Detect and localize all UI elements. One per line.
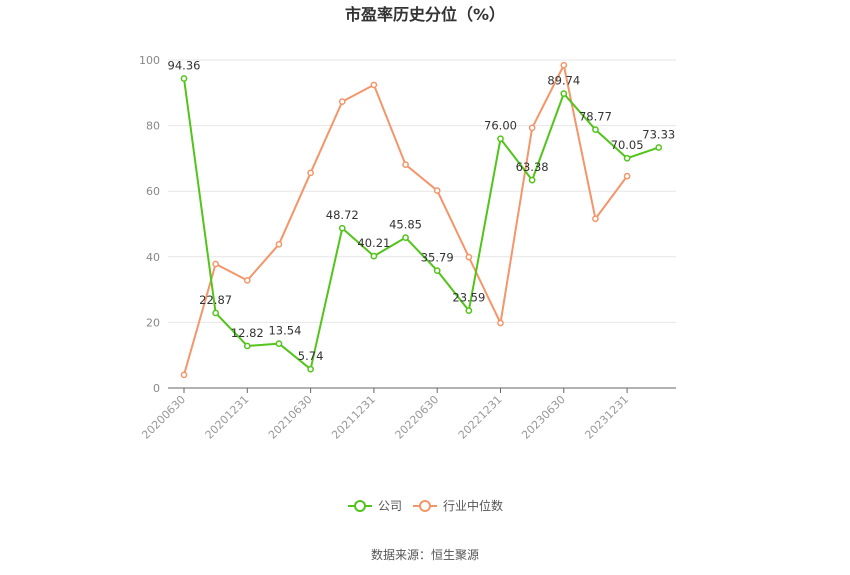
company-point	[560, 90, 568, 98]
company-point	[212, 309, 219, 317]
x-tick-label: 20230630	[519, 393, 568, 442]
company-point	[655, 144, 663, 151]
x-tick-label: 20211231	[329, 393, 378, 442]
company-point	[307, 365, 314, 373]
data-label: 40.21	[357, 236, 390, 250]
company-point	[370, 252, 378, 260]
legend-label: 行业中位数	[443, 498, 503, 513]
industry-point	[433, 187, 441, 194]
company-point	[465, 307, 473, 314]
labels-layer: 94.36 22.87 12.82 13.54 5.74 48.72 40.21 45.85 3…	[168, 58, 676, 363]
data-label: 23.59	[452, 291, 485, 305]
industry-point	[180, 371, 188, 379]
company-point	[243, 342, 251, 350]
data-label: 35.79	[421, 251, 454, 265]
company-point	[592, 126, 599, 133]
chart-title: 市盈率历史分位（%）	[345, 5, 505, 24]
industry-point	[560, 61, 568, 69]
y-tick-label: 0	[153, 382, 160, 395]
industry-point	[623, 172, 631, 180]
y-tick-label: 20	[146, 316, 160, 329]
data-label: 94.36	[168, 58, 201, 72]
industry-point	[370, 81, 378, 89]
company-point	[623, 154, 631, 162]
data-label: 48.72	[326, 208, 359, 222]
x-tick-label: 20231231	[582, 393, 631, 442]
data-label: 12.82	[231, 326, 264, 340]
x-tick-label: 20210630	[266, 393, 315, 442]
company-point	[433, 267, 441, 274]
legend-item-industry-median[interactable]: 行业中位数	[413, 498, 503, 513]
legend-swatch-marker	[419, 500, 431, 512]
y-tick-label: 40	[146, 251, 160, 264]
industry-point	[465, 253, 473, 261]
data-label: 73.33	[642, 127, 675, 141]
company-point	[180, 75, 188, 82]
source-note: 数据来源：恒生聚源	[371, 547, 479, 562]
data-label: 63.38	[516, 160, 549, 174]
x-tick-label: 20200630	[139, 393, 188, 442]
industry-point	[402, 161, 409, 168]
data-label: 45.85	[389, 218, 422, 232]
data-label: 70.05	[611, 138, 644, 152]
industry-point	[212, 260, 219, 268]
company-point	[497, 135, 504, 143]
industry-point	[243, 277, 251, 284]
data-label: 22.87	[199, 293, 232, 307]
data-label: 13.54	[268, 324, 301, 338]
y-tick-label: 100	[139, 54, 160, 67]
industry-point	[338, 98, 346, 106]
company-point	[528, 176, 536, 184]
company-point	[338, 224, 346, 232]
company-point	[402, 234, 409, 241]
industry-point	[275, 240, 283, 248]
y-tick-label: 60	[146, 185, 160, 198]
industry-point	[497, 319, 504, 327]
data-label: 5.74	[298, 349, 324, 363]
industry-point	[592, 215, 599, 223]
x-tick-label: 20221231	[456, 393, 505, 442]
legend-label: 公司	[378, 499, 402, 513]
company-line	[183, 78, 660, 371]
x-tick-label: 20201231	[203, 393, 252, 442]
x-tick-label: 20220630	[393, 393, 442, 442]
legend-item-company[interactable]: 公司	[348, 499, 402, 513]
data-label: 76.00	[484, 119, 517, 133]
data-label: 78.77	[579, 110, 612, 124]
industry-point	[528, 124, 536, 132]
company-point	[275, 340, 283, 347]
grid	[168, 59, 676, 323]
legend[interactable]: 公司 行业中位数	[348, 498, 503, 513]
industry-point	[307, 169, 314, 177]
data-label: 89.74	[547, 74, 580, 88]
y-tick-label: 80	[146, 120, 160, 133]
series-layer	[180, 61, 663, 379]
legend-swatch-marker	[354, 500, 366, 512]
